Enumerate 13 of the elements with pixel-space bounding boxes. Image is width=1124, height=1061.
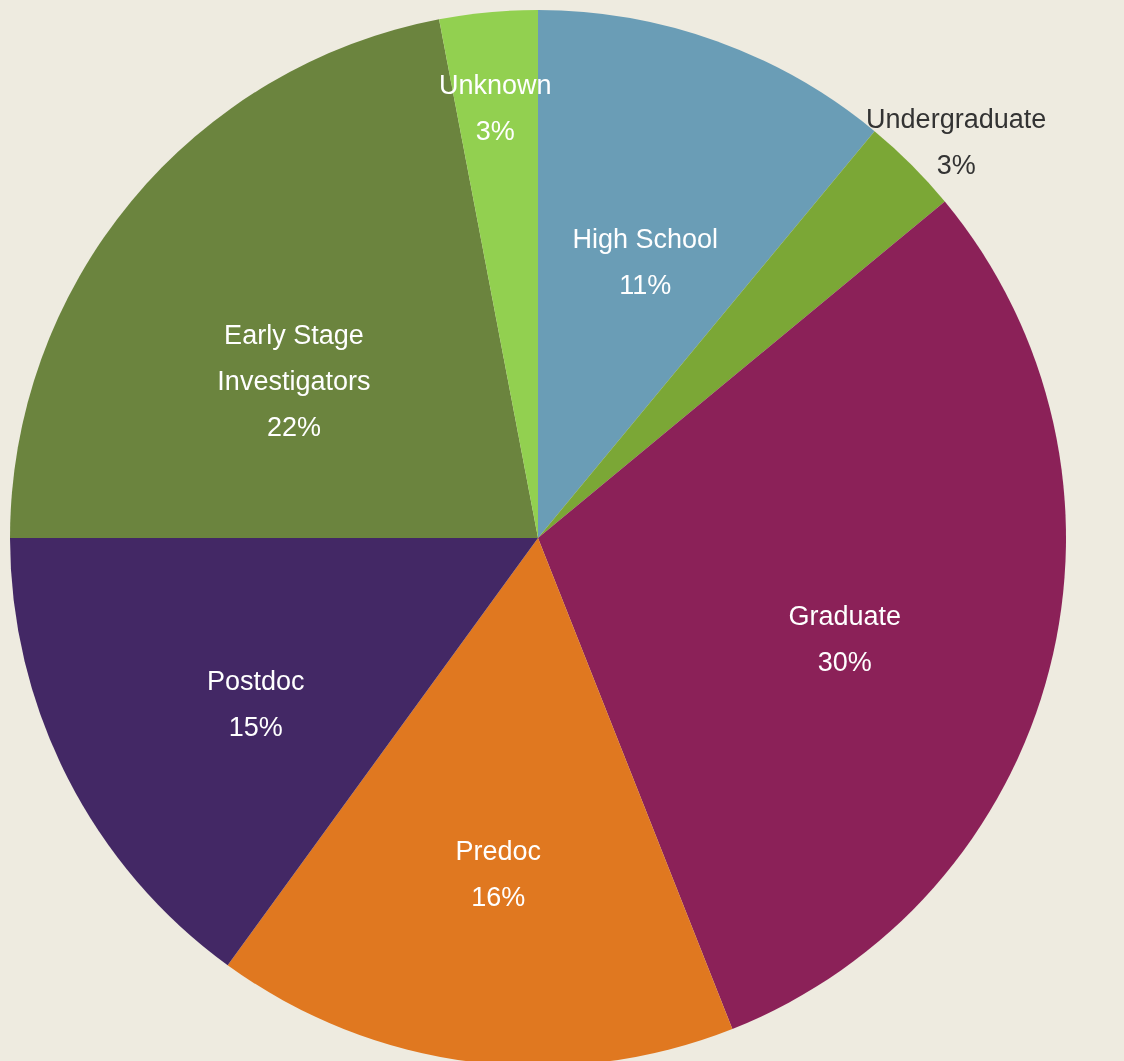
slice-label: High School bbox=[572, 223, 719, 254]
data-label: 11% bbox=[619, 269, 672, 300]
slice-label: Early Stage Investigators bbox=[217, 320, 371, 397]
slice-label: Postdoc bbox=[206, 665, 305, 696]
data-label: 3% bbox=[475, 115, 515, 146]
slice-label: Predoc bbox=[455, 836, 542, 867]
data-label: 3% bbox=[936, 149, 976, 180]
data-label: 16% bbox=[471, 882, 526, 913]
data-label: 22% bbox=[266, 412, 321, 443]
data-label: 15% bbox=[228, 711, 283, 742]
slice-label: Undergraduate bbox=[866, 103, 1047, 134]
slice-label: Graduate bbox=[788, 600, 902, 631]
data-label: 30% bbox=[817, 646, 872, 677]
